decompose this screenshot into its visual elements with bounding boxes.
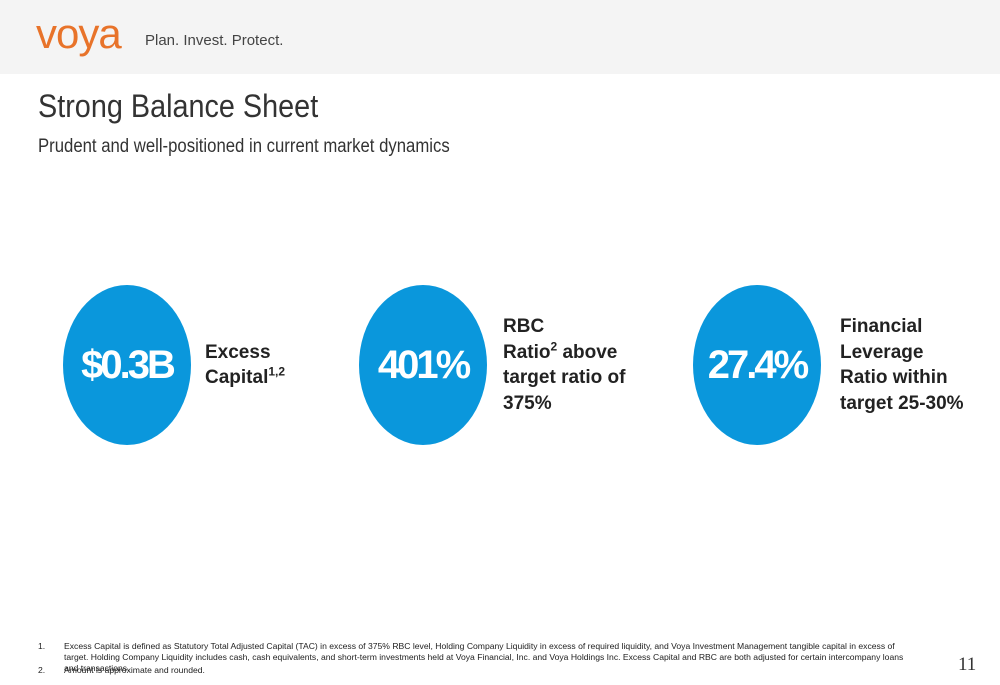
stat-circle: $0.3B: [63, 285, 191, 445]
line-text: 375%: [503, 392, 552, 414]
line-text: Ratio within: [840, 367, 948, 388]
description-line: Excess: [205, 340, 285, 366]
footnote: 1. Excess Capital is defined as Statutory…: [38, 641, 918, 674]
superscript: 2: [550, 339, 558, 354]
footnote: 2. Amount is approximate and rounded.: [38, 665, 918, 676]
description-line: RBC: [503, 314, 625, 340]
line-text: target 25-30%: [840, 392, 964, 414]
logo: voya: [36, 10, 122, 57]
footnote-number: 2.: [38, 665, 46, 675]
description-line: Ratio within: [840, 365, 964, 391]
stat-description: Excess Capital1,2: [205, 340, 285, 391]
header-bar: [0, 0, 1000, 74]
description-line: 375%: [503, 391, 625, 417]
line-text: Leverage: [840, 341, 924, 363]
description-line: target 25-30%: [840, 391, 964, 417]
footnote-text: Excess Capital is defined as Statutory T…: [64, 641, 904, 673]
line-text: target ratio of: [503, 367, 626, 388]
page-number: 11: [958, 654, 977, 675]
line-text: Excess: [205, 341, 271, 363]
description-line: Leverage: [840, 340, 964, 366]
line-text: Capital: [205, 367, 269, 388]
tagline: Plan. Invest. Protect.: [145, 32, 284, 49]
subtitle: Prudent and well-positioned in current m…: [38, 136, 450, 157]
footnote-text: Amount is approximate and rounded.: [64, 665, 205, 675]
superscript: 1,2: [268, 364, 286, 379]
description-line: Financial: [840, 314, 964, 340]
footnote-number: 1.: [38, 641, 46, 651]
description-line: Capital1,2: [205, 365, 285, 391]
stat-circle: 27.4%: [693, 285, 821, 445]
line-text: Ratio: [503, 341, 551, 363]
line-text: above: [557, 341, 618, 363]
line-text: Financial: [840, 316, 923, 337]
description-line: target ratio of: [503, 365, 625, 391]
stat-description: Financial Leverage Ratio within target 25-3…: [840, 314, 964, 416]
title: Strong Balance Sheet: [38, 88, 319, 124]
stat-description: RBC Ratio2 above target ratio of 375%: [503, 314, 625, 416]
description-line: Ratio2 above: [503, 340, 625, 366]
line-text: RBC: [503, 316, 545, 337]
stat-circle: 401%: [359, 285, 487, 445]
